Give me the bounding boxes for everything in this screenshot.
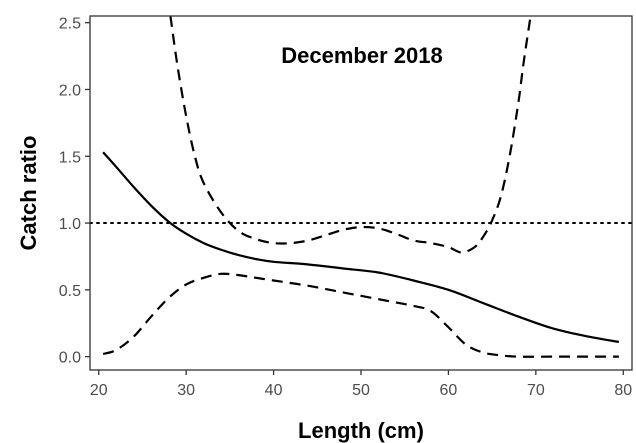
x-tick-label: 80: [614, 382, 632, 399]
series-line-estimate: [102, 151, 620, 344]
x-tick-label: 60: [440, 382, 458, 399]
x-tick-label: 20: [90, 382, 108, 399]
y-tick-label: 2.0: [59, 82, 81, 99]
x-tick-label: 30: [177, 382, 195, 399]
y-tick-label: 2.5: [59, 16, 81, 33]
plot-area: 20 30 40 50 60 70 80 0.0 0.5 1.0 1.5 2.0 2.5: [59, 15, 633, 399]
y-tick-label: 0.0: [59, 350, 81, 367]
y-tick-label: 1.5: [59, 149, 81, 166]
chart-annotation: December 2018: [281, 43, 442, 68]
y-tick-label: 1.0: [59, 216, 81, 233]
x-tick-label: 40: [265, 382, 283, 399]
series-line-upper-ci: [169, 16, 532, 254]
y-axis-title: Catch ratio: [16, 136, 41, 251]
x-axis-title: Length (cm): [298, 418, 424, 443]
panel-border: [89, 15, 633, 371]
x-tick-label: 70: [527, 382, 545, 399]
y-tick-label: 0.5: [59, 283, 81, 300]
series-line-lower-ci: [102, 272, 619, 358]
x-tick-label: 50: [352, 382, 370, 399]
